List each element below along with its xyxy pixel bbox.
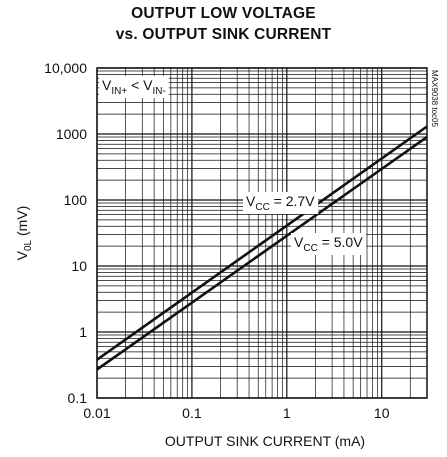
series-lines: [96, 125, 428, 371]
x-tick-label: 1: [283, 405, 291, 421]
y-tick-label: 10: [71, 258, 87, 274]
grid-lines: [96, 67, 428, 399]
label-background: [243, 192, 319, 214]
chart-title: OUTPUT LOW VOLTAGE: [131, 5, 316, 22]
y-tick-label: 1000: [56, 126, 87, 142]
part-code-label: MAX9038 toc05: [430, 70, 439, 127]
series-label-vcc-5-0: VCC = 5.0V: [294, 234, 363, 254]
chart-subtitle: vs. OUTPUT SINK CURRENT: [115, 26, 332, 43]
y-tick-label: 1: [79, 324, 87, 340]
label-background: [291, 233, 367, 255]
x-tick-label: 10: [374, 405, 390, 421]
y-tick-label: 10,000: [44, 60, 87, 76]
series-line-0: [96, 125, 428, 361]
label-background: [99, 76, 169, 98]
series-line-1: [96, 135, 428, 371]
y-axis-label: V0L (mV): [14, 206, 34, 261]
y-tick-label: 100: [64, 192, 88, 208]
x-tick-label: 0.1: [182, 405, 202, 421]
y-tick-label: 0.1: [68, 390, 88, 406]
plot-frame: [96, 67, 428, 399]
condition-label: VIN+ < VIN-: [102, 77, 166, 97]
x-tick-label: 0.01: [83, 405, 110, 421]
series-label-vcc-2-7: VCC = 2.7V: [246, 193, 315, 213]
x-axis-label: OUTPUT SINK CURRENT (mA): [165, 433, 365, 449]
